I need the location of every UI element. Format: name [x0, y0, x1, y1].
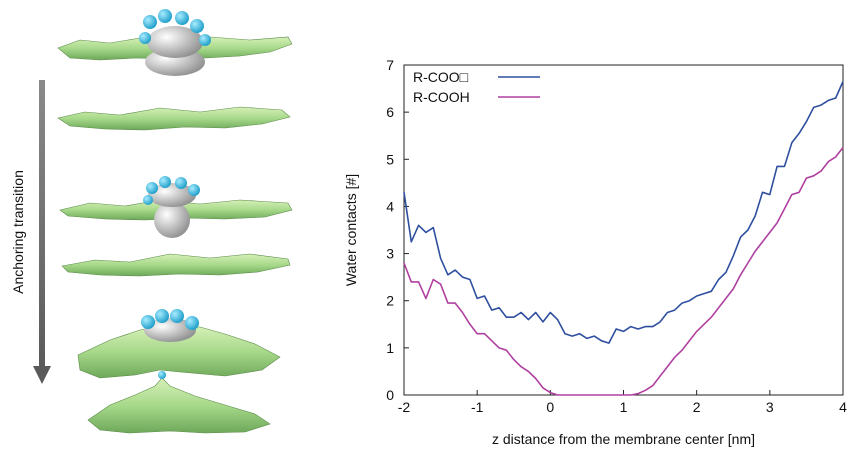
series-line-1	[403, 81, 844, 344]
molecule-cluster	[139, 9, 211, 76]
chart-axes	[403, 64, 844, 396]
y-tick-label: 3	[386, 246, 394, 262]
chart-ticks: -2 -1 0 1 2 3 4 0 1 2 3 4 5 6 7	[386, 57, 847, 415]
side-label: Anchoring transition	[10, 170, 26, 294]
chart-legend: R-COO□ R-COOH	[413, 69, 540, 105]
y-tick-label: 2	[386, 293, 394, 309]
y-tick-label: 5	[386, 151, 394, 167]
molecule-cluster	[141, 309, 199, 379]
series-line-2	[403, 147, 844, 396]
y-tick-label: 1	[386, 340, 394, 356]
x-tick-label: -1	[471, 399, 484, 415]
x-tick-label: 2	[693, 399, 701, 415]
membrane-leaflet	[61, 253, 291, 277]
y-tick-label: 0	[386, 387, 394, 403]
membrane-illustration: Anchoring transition	[10, 9, 293, 434]
y-tick-label: 7	[386, 57, 394, 73]
line-chart: -2 -1 0 1 2 3 4 0 1 2 3 4 5 6 7 R-COO□ R-COOH z distanc…	[343, 57, 847, 447]
chart-series	[403, 81, 844, 396]
x-tick-label: -2	[398, 399, 411, 415]
x-tick-label: 0	[546, 399, 554, 415]
x-tick-label: 4	[839, 399, 847, 415]
y-tick-label: 4	[386, 198, 394, 214]
membrane-leaflet	[87, 377, 271, 434]
y-axis-label: Water contacts [#]	[343, 174, 359, 286]
membrane-leaflet	[57, 106, 291, 131]
x-tick-label: 1	[620, 399, 628, 415]
x-axis-label: z distance from the membrane center [nm]	[492, 431, 755, 447]
x-tick-label: 3	[766, 399, 774, 415]
legend-label: R-COO□	[413, 69, 469, 85]
down-arrow-icon	[33, 80, 51, 384]
y-tick-label: 6	[386, 104, 394, 120]
molecule-cluster	[143, 176, 200, 238]
plot-frame	[403, 64, 844, 396]
legend-label: R-COOH	[413, 89, 470, 105]
